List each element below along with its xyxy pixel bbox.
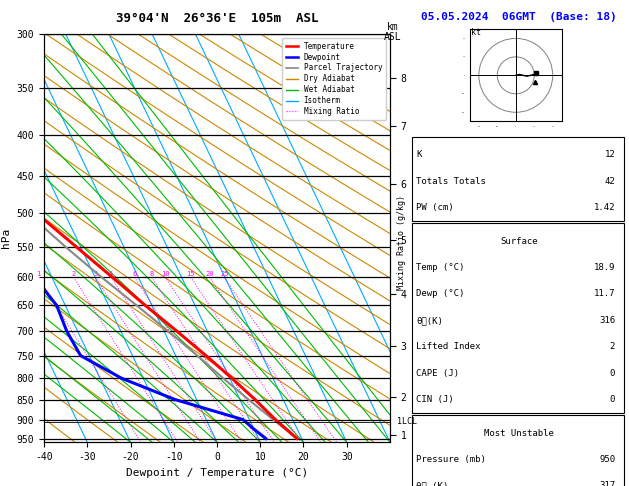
Text: 42: 42 [604, 177, 615, 186]
Legend: Temperature, Dewpoint, Parcel Trajectory, Dry Adiabat, Wet Adiabat, Isotherm, Mi: Temperature, Dewpoint, Parcel Trajectory… [282, 38, 386, 120]
Text: Most Unstable: Most Unstable [484, 429, 554, 437]
Bar [412, 137, 624, 221]
Text: 2: 2 [72, 271, 76, 278]
Text: θᴇ(K): θᴇ(K) [416, 316, 443, 325]
Text: 950: 950 [599, 455, 615, 464]
Text: km: km [387, 22, 399, 32]
Text: 1.42: 1.42 [594, 203, 615, 212]
Text: CIN (J): CIN (J) [416, 395, 454, 404]
Text: θᴇ (K): θᴇ (K) [416, 481, 448, 486]
Text: 6: 6 [133, 271, 136, 278]
Text: 12: 12 [604, 151, 615, 159]
Text: 3: 3 [93, 271, 97, 278]
Text: Surface: Surface [500, 237, 538, 246]
Text: Temp (°C): Temp (°C) [416, 263, 465, 272]
Bar [412, 415, 624, 486]
Text: 20: 20 [205, 271, 214, 278]
Text: 10: 10 [161, 271, 170, 278]
Text: 11.7: 11.7 [594, 290, 615, 298]
Text: 0: 0 [610, 369, 615, 378]
Bar [412, 223, 624, 413]
Text: K: K [416, 151, 421, 159]
Text: 39°04'N  26°36'E  105m  ASL: 39°04'N 26°36'E 105m ASL [116, 12, 318, 25]
Text: 1LCL: 1LCL [397, 417, 417, 426]
Text: 05.05.2024  06GMT  (Base: 18): 05.05.2024 06GMT (Base: 18) [421, 12, 617, 22]
Text: Pressure (mb): Pressure (mb) [416, 455, 486, 464]
X-axis label: Dewpoint / Temperature (°C): Dewpoint / Temperature (°C) [126, 468, 308, 478]
Text: Lifted Index: Lifted Index [416, 342, 481, 351]
Text: 15: 15 [187, 271, 195, 278]
Text: Mixing Ratio (g/kg): Mixing Ratio (g/kg) [397, 195, 406, 291]
Text: 8: 8 [150, 271, 154, 278]
Text: 2: 2 [610, 342, 615, 351]
Text: Dewp (°C): Dewp (°C) [416, 290, 465, 298]
Text: 18.9: 18.9 [594, 263, 615, 272]
Y-axis label: hPa: hPa [1, 228, 11, 248]
Text: PW (cm): PW (cm) [416, 203, 454, 212]
Text: 1: 1 [36, 271, 41, 278]
Text: Totals Totals: Totals Totals [416, 177, 486, 186]
Text: 316: 316 [599, 316, 615, 325]
Text: 0: 0 [610, 395, 615, 404]
Text: kt: kt [472, 28, 481, 37]
Text: 25: 25 [220, 271, 228, 278]
Text: ASL: ASL [384, 32, 402, 42]
Text: 4: 4 [109, 271, 113, 278]
Text: CAPE (J): CAPE (J) [416, 369, 459, 378]
Text: 317: 317 [599, 481, 615, 486]
